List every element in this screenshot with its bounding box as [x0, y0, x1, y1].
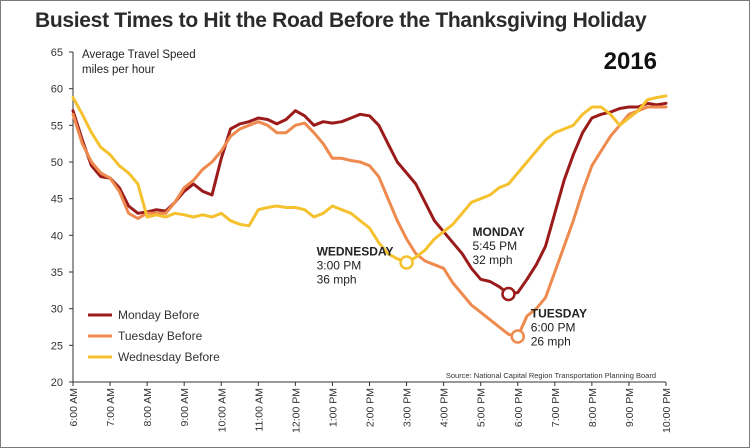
y-tick-label: 55 — [51, 120, 63, 132]
annotation-title: TUESDAY — [531, 307, 587, 321]
annotation-detail: 26 mph — [531, 335, 571, 349]
x-tick-label: 9:00 PM — [624, 388, 636, 427]
x-tick-label: 3:00 PM — [402, 388, 414, 427]
x-tick-label: 4:00 PM — [439, 388, 451, 427]
legend-label: Tuesday Before — [118, 329, 203, 343]
annotation-detail: 3:00 PM — [317, 258, 362, 272]
annotation-marker — [501, 286, 516, 302]
legend-label: Wednesday Before — [118, 350, 220, 364]
y-tick-label: 30 — [51, 304, 63, 316]
y-tick-label: 20 — [51, 377, 63, 389]
y-tick-label: 35 — [51, 267, 63, 279]
x-tick-label: 7:00 AM — [105, 388, 117, 427]
x-tick-label: 12:00 PM — [290, 388, 302, 433]
annotation-detail: 36 mph — [317, 272, 357, 286]
annotation-marker — [399, 255, 414, 270]
annotation-title: WEDNESDAY — [317, 244, 394, 258]
y-axis-units: miles per hour — [82, 64, 155, 76]
x-tick-label: 1:00 PM — [327, 388, 339, 427]
source-note: Source: National Capital Region Transpor… — [446, 371, 656, 380]
x-tick-label: 7:00 PM — [550, 388, 562, 427]
x-tick-label: 8:00 AM — [142, 388, 154, 427]
annotation-detail: 5:45 PM — [472, 239, 517, 253]
y-tick-label: 40 — [51, 230, 63, 242]
x-tick-label: 10:00 AM — [216, 388, 228, 432]
y-axis-label: Average Travel Speed — [82, 49, 196, 61]
y-tick-label: 25 — [51, 340, 63, 352]
legend-label: Monday Before — [118, 308, 200, 322]
year-label: 2016 — [604, 48, 657, 75]
y-tick-label: 50 — [51, 157, 63, 169]
x-tick-label: 6:00 AM — [68, 388, 80, 427]
annotation-marker — [510, 329, 525, 344]
y-tick-label: 65 — [51, 47, 63, 59]
series-line-tuesday-before — [71, 105, 668, 338]
y-tick-label: 45 — [51, 194, 63, 206]
x-tick-label: 5:00 PM — [476, 388, 488, 427]
x-tick-label: 8:00 PM — [587, 388, 599, 427]
x-tick-label: 6:00 PM — [513, 388, 525, 427]
series-line-wednesday-before — [71, 94, 668, 264]
annotation-title: MONDAY — [472, 225, 524, 239]
annotation-detail: 32 mph — [472, 253, 512, 267]
series-line-monday-before — [71, 101, 668, 296]
x-tick-label: 9:00 AM — [179, 388, 191, 427]
chart-title: Busiest Times to Hit the Road Before the… — [35, 9, 647, 32]
x-tick-label: 10:00 PM — [661, 388, 673, 433]
x-tick-label: 2:00 PM — [365, 388, 377, 427]
annotation-detail: 6:00 PM — [531, 321, 576, 335]
y-tick-label: 60 — [51, 84, 63, 96]
x-tick-label: 11:00 AM — [253, 388, 265, 432]
